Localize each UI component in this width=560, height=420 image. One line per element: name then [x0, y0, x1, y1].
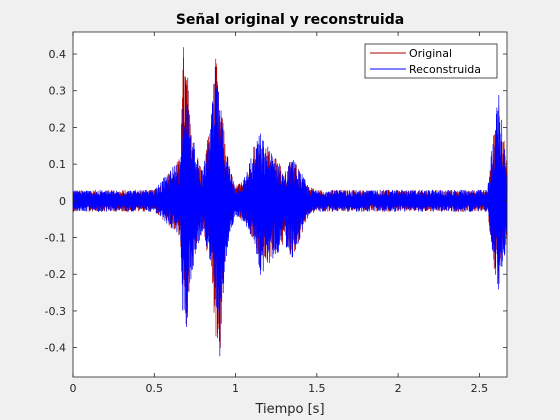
y-tick-label: -0.1: [45, 232, 66, 245]
y-tick-label: -0.4: [45, 342, 66, 355]
x-tick-label: 2.5: [471, 382, 489, 395]
legend-box: [364, 43, 498, 79]
signal-layer: [72, 47, 508, 357]
y-tick-label: -0.2: [45, 268, 66, 281]
x-tick-label: 1.5: [308, 382, 326, 395]
x-tick-label: 1: [232, 382, 239, 395]
x-tick-label: 2: [395, 382, 402, 395]
y-tick-label: 0: [59, 195, 66, 208]
x-tick-label: 0.5: [146, 382, 164, 395]
series-line-reconstruida: [72, 57, 508, 357]
legend-label-reconstruida: Reconstruida: [409, 63, 481, 76]
legend-label-original: Original: [409, 47, 452, 60]
y-tick-label: 0.1: [49, 158, 67, 171]
y-tick-label: 0.4: [49, 48, 67, 61]
legend: Original Reconstruida: [364, 43, 498, 79]
chart-title: Señal original y reconstruida: [176, 12, 404, 28]
x-tick-label: 0: [70, 382, 77, 395]
y-tick-label: -0.3: [45, 305, 66, 318]
ticks-layer: 0 0.5 1 1.5 2 2.5 0.4 0.3 0.2 0.1 0 -0.1 -0.2 -0.3 -0.…: [45, 32, 507, 395]
x-axis-label: Tiempo [s]: [254, 402, 324, 417]
axes-box: [72, 31, 508, 378]
y-tick-label: 0.3: [49, 85, 67, 98]
y-tick-label: 0.2: [49, 121, 67, 134]
